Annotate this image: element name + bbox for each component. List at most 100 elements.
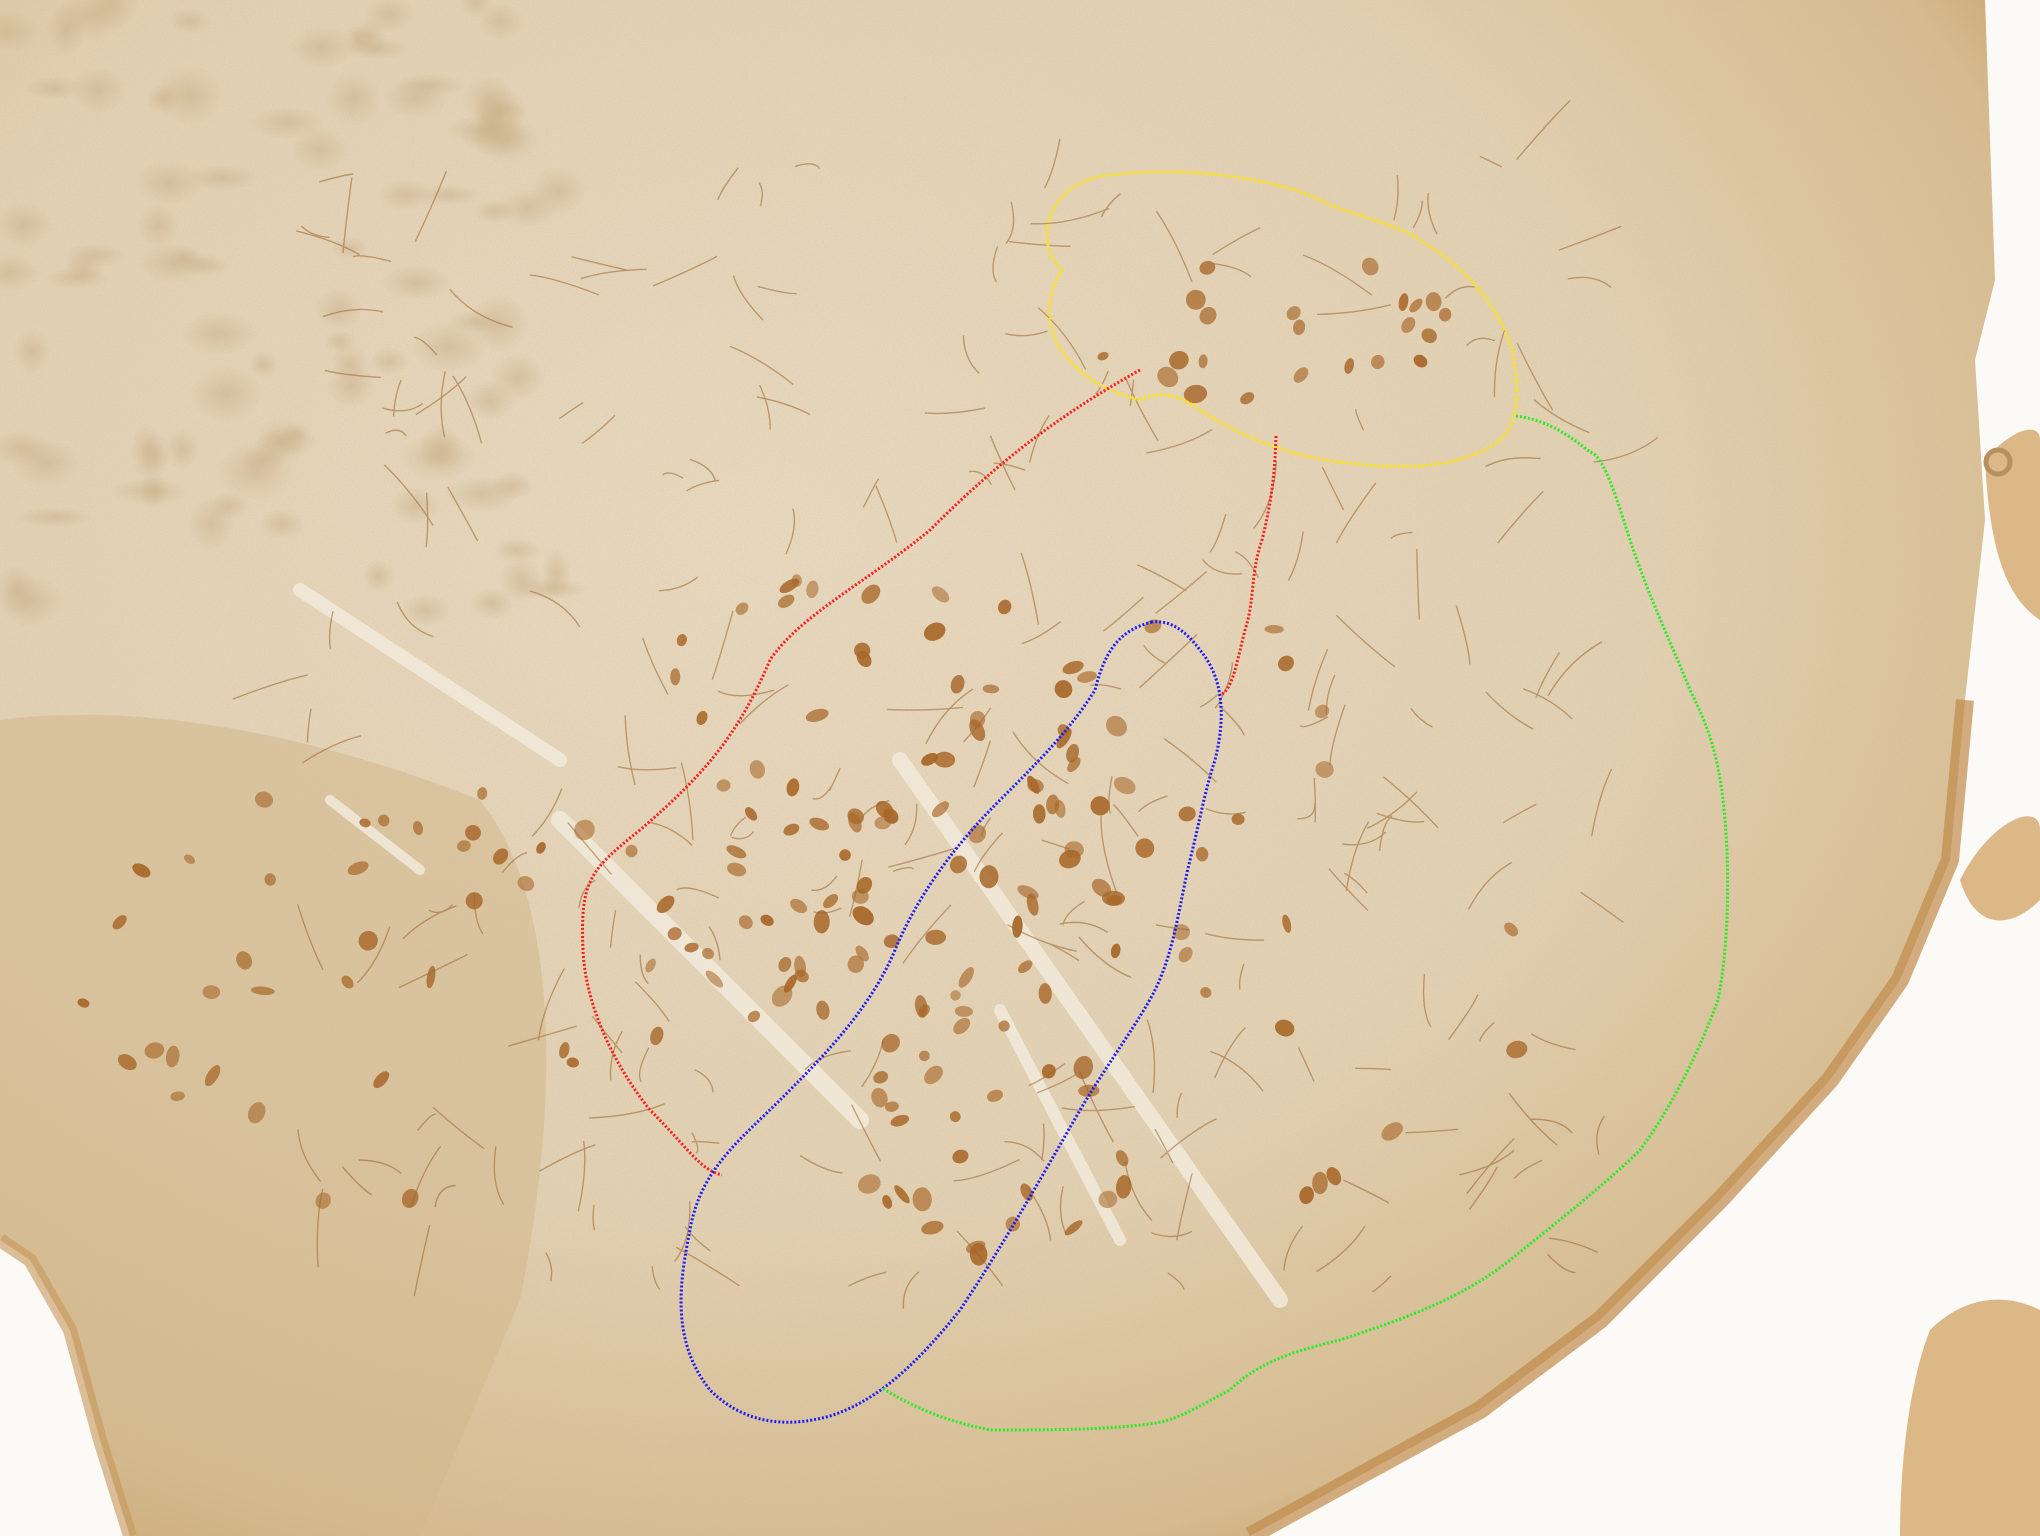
fiber-bundle-patch: [164, 428, 200, 471]
neuronal-fiber: [1209, 514, 1227, 553]
neuronal-fiber: [652, 255, 718, 287]
neuronal-fiber: [414, 170, 448, 243]
neuron-cell-body: [1264, 624, 1284, 634]
neuronal-fiber: [1410, 707, 1433, 728]
fiber-bundle-patch: [314, 287, 363, 332]
neuronal-fiber: [1136, 564, 1187, 592]
neuron-cell-body: [536, 842, 546, 854]
neuron-cell-body: [1067, 757, 1081, 773]
neuron-cell-body: [625, 844, 638, 858]
neuron-cell-body: [1098, 1190, 1118, 1209]
neuronal-fiber: [993, 462, 1026, 471]
neuron-cell-body: [1185, 289, 1206, 310]
neuronal-fiber: [300, 225, 330, 239]
neuron-cell-body: [1169, 350, 1189, 370]
neuronal-fiber: [440, 371, 446, 438]
neuronal-fiber: [1155, 210, 1193, 283]
neuron-cell-body: [347, 861, 369, 876]
neuron-cell-body: [1274, 1019, 1295, 1037]
neuronal-fiber: [1379, 815, 1393, 851]
neuronal-fiber: [396, 601, 434, 638]
neuron-cell-body: [1062, 660, 1084, 675]
neuronal-fiber: [1479, 155, 1503, 168]
fiber-bundle-patch: [380, 264, 452, 301]
neuronal-fiber: [739, 684, 789, 725]
neuronal-fiber: [1238, 963, 1245, 990]
neuronal-fiber: [425, 492, 429, 548]
fiber-bundle-patch: [13, 328, 51, 375]
neuron-cell-body: [656, 895, 675, 914]
neuronal-fiber: [1078, 1070, 1115, 1143]
neuronal-fiber: [758, 182, 763, 207]
fiber-bundle-patch: [280, 422, 312, 445]
neuron-cell-body: [1293, 319, 1306, 336]
neuron-cell-body: [949, 855, 968, 874]
neuron-cell-body: [856, 876, 873, 894]
neuron-cell-body: [1064, 1220, 1083, 1236]
neuron-cell-body: [254, 791, 274, 808]
neuron-cell-body: [359, 818, 371, 828]
neuron-cell-body: [1371, 354, 1385, 370]
neuronal-fiber: [1548, 1237, 1599, 1254]
neuronal-fiber: [1146, 428, 1213, 454]
neuronal-fiber: [324, 369, 382, 379]
neuron-cell-body: [1054, 799, 1066, 818]
neuron-cell-body: [183, 854, 196, 864]
neuronal-fiber: [691, 1132, 699, 1154]
neuronal-fiber: [539, 1144, 596, 1172]
neuron-cell-body: [1059, 849, 1081, 869]
neuron-cell-body: [144, 1042, 165, 1059]
fiber-bundle-patch: [288, 25, 355, 69]
neuron-cell-body: [1344, 358, 1355, 374]
neuronal-fiber: [1151, 1230, 1193, 1238]
neuron-cell-body: [566, 1057, 579, 1068]
neuron-cell-body: [1113, 776, 1136, 795]
neuron-cell-body: [760, 914, 774, 926]
fiber-bundle-patch: [207, 491, 250, 521]
neuronal-fiber: [638, 1047, 650, 1083]
neuron-cell-body: [813, 910, 830, 934]
neuronal-fiber: [571, 256, 629, 272]
fiber-bundle-patch: [84, 0, 139, 30]
neuronal-fiber: [1210, 1050, 1264, 1092]
fiber-bundle-patch: [327, 363, 376, 408]
neuron-cell-body: [1110, 943, 1121, 959]
neuronal-fiber: [609, 1030, 623, 1081]
neuronal-fiber: [434, 1184, 456, 1208]
neuronal-fiber: [1007, 924, 1077, 952]
neuron-cell-body: [847, 955, 865, 973]
fiber-bundle-patch: [44, 267, 110, 290]
neuronal-fiber: [302, 735, 362, 764]
neuronal-fiber: [624, 715, 636, 786]
neuron-cell-body: [848, 812, 862, 833]
neuron-cell-body: [1038, 983, 1052, 1004]
fiber-tracts: [293, 583, 1288, 1308]
neuronal-fiber: [322, 308, 384, 318]
neuronal-fiber: [410, 1145, 442, 1207]
neuronal-fiber: [1005, 330, 1048, 337]
neuronal-fiber: [717, 167, 739, 201]
neuronal-fiber: [1354, 1067, 1392, 1071]
neuronal-fiber: [902, 904, 952, 964]
neuron-cell-body: [493, 848, 509, 865]
neuronal-fiber: [1143, 645, 1166, 665]
neuron-cell-body: [771, 985, 793, 1007]
fiber-bundle-patch: [136, 202, 181, 249]
neuron-cell-body: [931, 586, 950, 603]
neuron-cell-body: [823, 894, 839, 909]
neuronal-fiber: [1036, 1074, 1076, 1094]
neuronal-fiber: [1466, 337, 1496, 347]
neuron-cell-body: [923, 622, 946, 641]
neuronal-fiber: [686, 479, 720, 492]
neuron-cell-body: [1135, 838, 1155, 858]
neuron-cell-body: [696, 710, 708, 725]
neuronal-fiber: [447, 486, 479, 542]
neuronal-fiber: [1307, 648, 1329, 711]
neuronal-fiber: [651, 1266, 661, 1290]
neuron-cell-body: [112, 915, 127, 930]
neuronal-fiber: [567, 822, 613, 875]
neuronal-fiber: [886, 706, 963, 711]
neuronal-fiber: [1467, 861, 1513, 910]
neuron-cell-body: [954, 1005, 973, 1017]
